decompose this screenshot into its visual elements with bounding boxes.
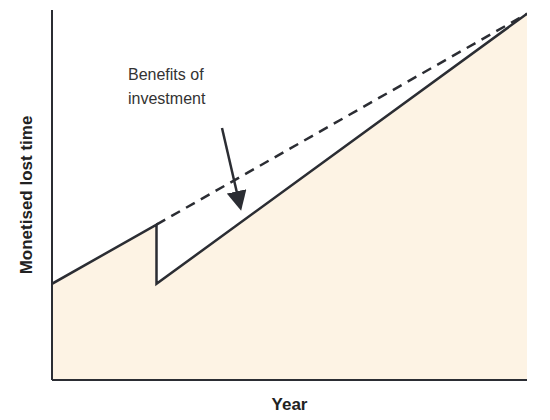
svg-text:Benefits of: Benefits of (128, 66, 204, 83)
svg-text:Monetised lost time: Monetised lost time (17, 116, 36, 275)
svg-text:Year: Year (272, 395, 308, 414)
svg-text:investment: investment (128, 90, 206, 107)
